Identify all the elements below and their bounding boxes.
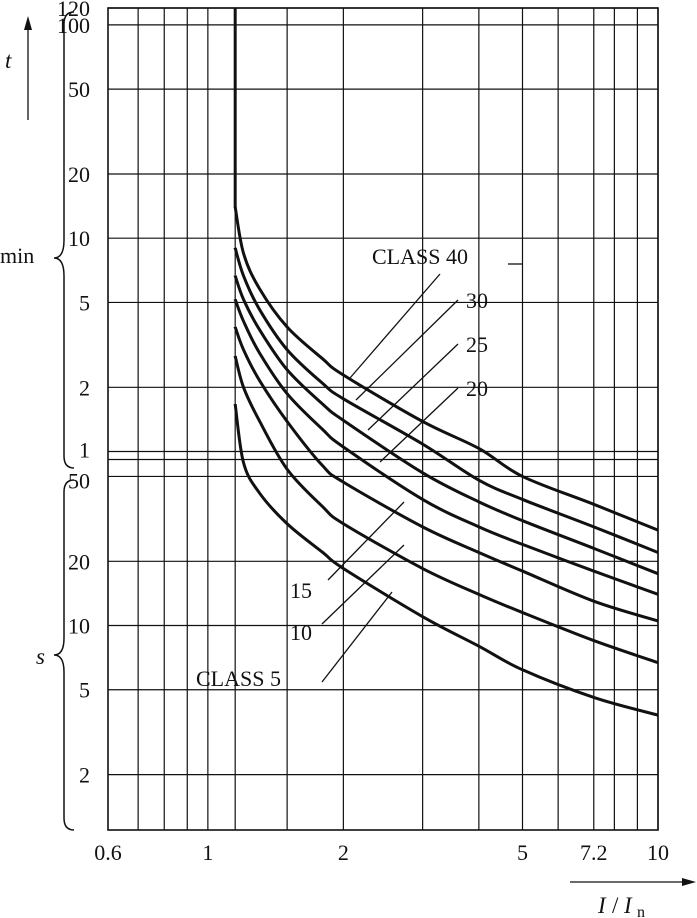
y-tick-label-s: 2 xyxy=(79,763,90,788)
y-tick-label-min: 50 xyxy=(68,77,90,102)
curve-label: 30 xyxy=(466,288,488,313)
trip-curve-class-5 xyxy=(233,403,659,717)
brace-s xyxy=(53,479,75,831)
unit-label-min: min xyxy=(0,243,34,268)
y-axis-variable: t xyxy=(5,48,12,73)
trip-curve-class-40 xyxy=(233,206,659,532)
curve-labels: CLASS 40 30 25 20 15 10 CLASS 5 xyxy=(196,244,488,691)
trip-curve-15 xyxy=(233,326,659,623)
curve-label-leader xyxy=(367,343,459,431)
curve-label-leader xyxy=(327,501,405,581)
y-tick-label-min: 2 xyxy=(79,375,90,400)
x-axis-arrow-head xyxy=(682,878,696,886)
x-tick-label: 10 xyxy=(647,840,669,865)
brace-min xyxy=(53,11,75,469)
y-tick-label-s: 50 xyxy=(68,468,90,493)
curve-label: 10 xyxy=(290,620,312,645)
x-tick-label: 0.6 xyxy=(94,840,122,865)
y-tick-label-s: 5 xyxy=(79,678,90,703)
y-tick-label-min: 1 xyxy=(79,438,90,463)
x-axis-variable-i: I xyxy=(597,893,607,918)
y-tick-label-min: 20 xyxy=(68,162,90,187)
curve-label-leader xyxy=(355,299,459,401)
x-axis-variable-in: I xyxy=(623,893,633,918)
curve-label-leader xyxy=(379,387,459,463)
curve-label-leader xyxy=(321,591,393,683)
curve-label-leader xyxy=(349,273,441,379)
plot-frame xyxy=(107,7,659,831)
curve-label: 15 xyxy=(290,578,312,603)
trip-curves xyxy=(233,8,659,717)
y-axis-arrow-head xyxy=(24,16,32,30)
y-tick-label-min: 100 xyxy=(57,13,90,38)
trip-curve-30 xyxy=(233,247,659,554)
curve-label-leaders xyxy=(321,263,522,683)
trip-curve-20 xyxy=(233,298,659,596)
curve-label: 20 xyxy=(466,376,488,401)
grid-lines xyxy=(107,7,659,831)
y-tick-label-min: 5 xyxy=(79,290,90,315)
x-axis-slash: / xyxy=(612,893,619,918)
unit-label-s: s xyxy=(36,644,45,669)
trip-curve-10 xyxy=(233,355,659,665)
x-tick-label: 1 xyxy=(202,840,213,865)
x-axis-subscript: n xyxy=(637,904,645,918)
x-tick-label: 2 xyxy=(338,840,349,865)
x-tick-label: 5 xyxy=(517,840,528,865)
curve-label: CLASS 40 xyxy=(372,244,468,269)
curve-label-leader xyxy=(321,544,405,625)
x-tick-label: 7.2 xyxy=(580,840,608,865)
curve-label: CLASS 5 xyxy=(196,666,281,691)
curve-label: 25 xyxy=(466,332,488,357)
y-tick-label-min: 10 xyxy=(68,226,90,251)
y-tick-label-s: 10 xyxy=(68,614,90,639)
y-tick-label-s: 20 xyxy=(68,549,90,574)
trip-curve-25 xyxy=(233,275,659,576)
axis-annotations: t min s I / I n xyxy=(0,11,696,918)
